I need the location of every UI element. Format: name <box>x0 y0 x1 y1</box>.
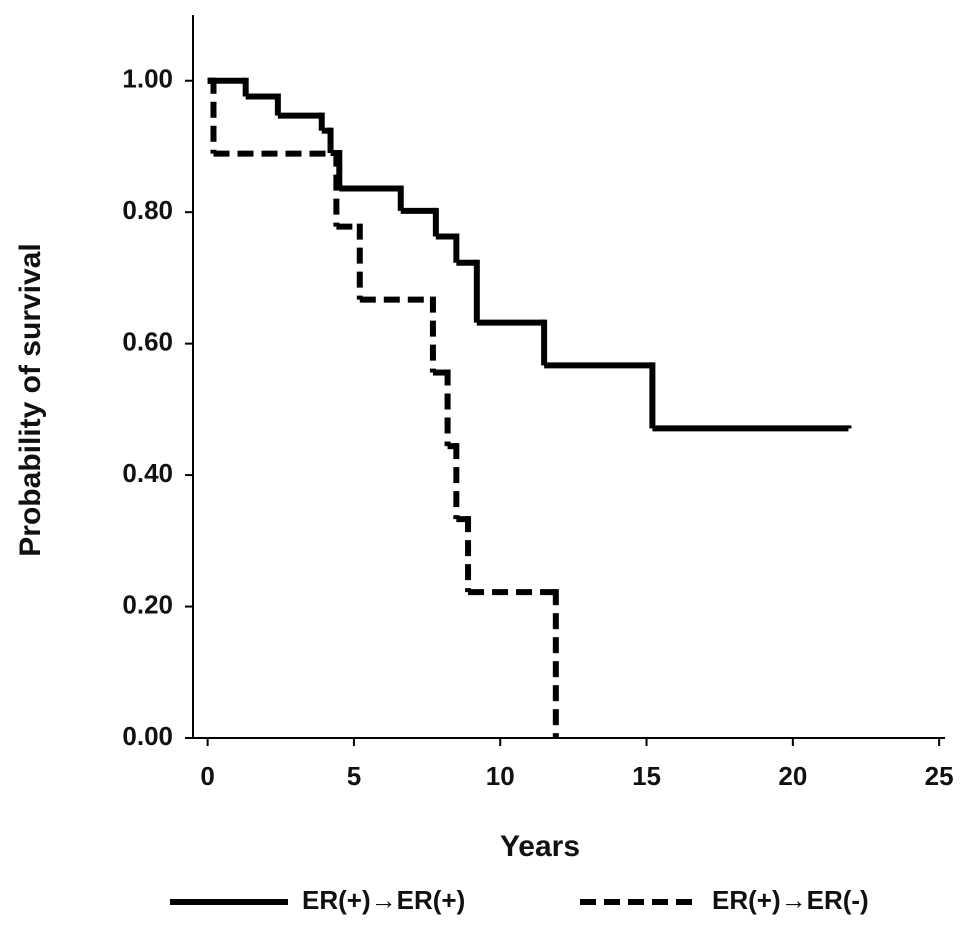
legend-label: ER(+)→ER(-) <box>712 885 869 915</box>
x-tick-label: 5 <box>347 761 361 791</box>
x-axis-label: Years <box>500 830 580 863</box>
y-axis-label: Probability of survival <box>14 243 47 556</box>
x-tick-label: 0 <box>200 761 214 791</box>
y-tick-label: 0.60 <box>122 327 173 357</box>
y-tick-label: 0.20 <box>122 589 173 619</box>
y-tick-label: 0.00 <box>122 721 173 751</box>
legend-label: ER(+)→ER(+) <box>302 885 465 915</box>
x-tick-label: 15 <box>632 761 661 791</box>
x-tick-label: 10 <box>486 761 515 791</box>
x-tick-label: 20 <box>778 761 807 791</box>
y-tick-label: 1.00 <box>122 64 173 94</box>
x-tick-label: 25 <box>925 761 954 791</box>
y-tick-label: 0.40 <box>122 458 173 488</box>
y-tick-label: 0.80 <box>122 195 173 225</box>
